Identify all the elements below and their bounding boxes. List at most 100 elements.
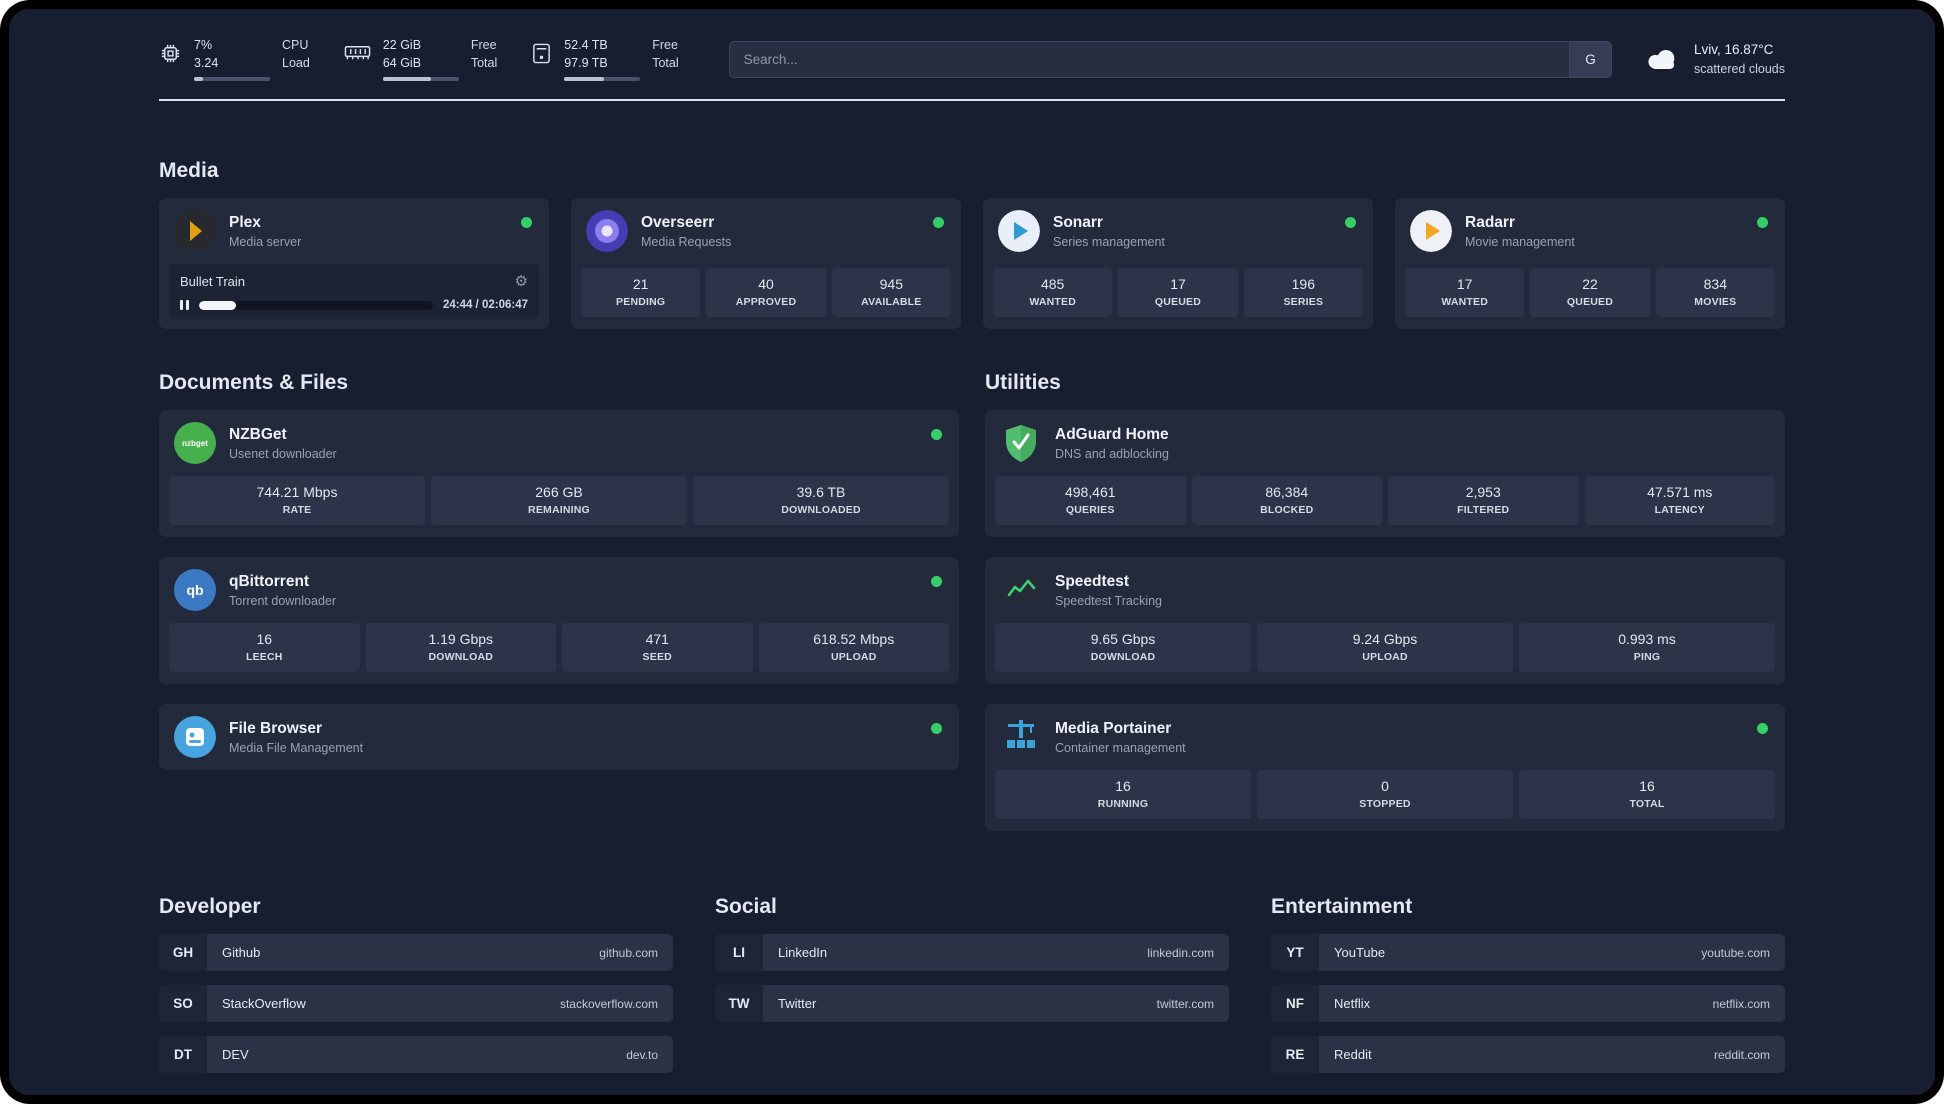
status-dot: [1757, 217, 1768, 228]
bookmark-github[interactable]: GH Github github.com: [159, 934, 673, 971]
stat-tile: 17 QUEUED: [1118, 268, 1238, 317]
service-card-plex[interactable]: Plex Media server Bullet Train ⚙ 24:44 /…: [159, 198, 549, 329]
service-card-adguard[interactable]: AdGuard Home DNS and adblocking 498,461 …: [985, 410, 1785, 537]
service-subtitle: Usenet downloader: [229, 446, 337, 461]
bookmark-netflix[interactable]: NF Netflix netflix.com: [1271, 985, 1785, 1022]
stat-tile: 2,953 FILTERED: [1388, 476, 1579, 525]
search-input[interactable]: [729, 41, 1569, 77]
filebrowser-icon: [174, 716, 216, 758]
stat-value: 618.52 Mbps: [813, 631, 895, 647]
stat-value: 16: [1639, 778, 1655, 794]
bookmark-dev[interactable]: DT DEV dev.to: [159, 1036, 673, 1073]
stat-label: APPROVED: [735, 296, 797, 308]
stat-tile: 17 WANTED: [1405, 268, 1525, 317]
playback-progress[interactable]: [198, 300, 433, 310]
service-card-radarr[interactable]: Radarr Movie management 17 WANTED 22 QUE…: [1395, 198, 1785, 329]
bookmark-name: StackOverflow: [222, 996, 306, 1011]
stat-tile: 498,461 QUERIES: [995, 476, 1186, 525]
memory-icon: [344, 45, 371, 60]
free-label: Free: [470, 38, 497, 52]
stat-value: 16: [256, 631, 273, 647]
status-dot: [931, 576, 942, 587]
service-subtitle: Container management: [1055, 740, 1186, 755]
cpu-values: 7% 3.24: [194, 37, 270, 81]
service-card-qbittorrent[interactable]: qb qBittorrent Torrent downloader 16 LEE…: [159, 557, 959, 684]
stat-label: LATENCY: [1654, 504, 1705, 516]
bookmark-youtube[interactable]: YT YouTube youtube.com: [1271, 934, 1785, 971]
section-title-developer: Developer: [159, 895, 261, 918]
stat-value: 485: [1040, 276, 1065, 292]
stat-label: MOVIES: [1694, 296, 1737, 308]
bookmark-twitter[interactable]: TW Twitter twitter.com: [715, 985, 1229, 1022]
bookmark-url: linkedin.com: [1147, 945, 1214, 960]
pause-icon[interactable]: [180, 300, 189, 310]
service-card-filebrowser[interactable]: File Browser Media File Management: [159, 704, 959, 770]
bookmark-url: github.com: [599, 945, 658, 960]
bookmark-name: Github: [222, 945, 261, 960]
weather-location: Lviv, 16.87°C: [1693, 42, 1774, 58]
bookmark-reddit[interactable]: RE Reddit reddit.com: [1271, 1036, 1785, 1073]
stat-value: 17: [1170, 276, 1186, 292]
weather-text: Lviv, 16.87°C scattered clouds: [1694, 40, 1785, 78]
disk-total: 97.9 TB: [564, 55, 608, 70]
search-bar: G: [728, 40, 1612, 78]
bookmark-abbr: TW: [715, 985, 763, 1022]
service-subtitle: Torrent downloader: [229, 593, 337, 608]
stat-tile: 86,384 BLOCKED: [1191, 476, 1382, 525]
stat-value: 945: [879, 276, 903, 292]
service-card-sonarr[interactable]: Sonarr Series management 485 WANTED 17 Q…: [983, 198, 1373, 329]
stat-label: QUERIES: [1065, 504, 1115, 516]
bookmark-linkedin[interactable]: LI LinkedIn linkedin.com: [715, 934, 1229, 971]
search-provider-button[interactable]: G: [1568, 41, 1611, 77]
service-name: Speedtest: [1055, 572, 1130, 590]
stat-tile: 0.993 ms PING: [1519, 623, 1775, 672]
load-label: Load: [282, 55, 310, 70]
service-subtitle: Series management: [1053, 234, 1165, 249]
stat-label: LEECH: [245, 651, 283, 663]
stats-row: 21 PENDING 40 APPROVED 945 AVAILABLE: [571, 268, 961, 329]
plex-icon: [174, 210, 216, 252]
memory-widget: 22 GiB 64 GiB Free Total: [344, 37, 497, 81]
stat-tile: 16 TOTAL: [1519, 770, 1775, 819]
bookmark-abbr: LI: [715, 934, 763, 971]
stat-value: 47.571 ms: [1647, 484, 1713, 500]
memory-labels: Free Total: [471, 37, 497, 72]
bookmark-url: youtube.com: [1701, 945, 1770, 960]
stat-value: 17: [1456, 276, 1473, 292]
memory-free: 22 GiB: [382, 38, 422, 52]
stat-value: 9.24 Gbps: [1352, 631, 1418, 647]
disk-icon: [533, 43, 551, 64]
section-media: Media Plex Media server Bullet Train: [159, 159, 1785, 329]
service-card-nzbget[interactable]: nzbget NZBGet Usenet downloader 744.21 M…: [159, 410, 959, 537]
bookmark-name: LinkedIn: [778, 945, 828, 960]
disk-labels: Free Total: [652, 37, 678, 72]
service-card-overseerr[interactable]: Overseerr Media Requests 21 PENDING 40 A…: [571, 198, 961, 329]
stat-value: 86,384: [1265, 484, 1309, 500]
service-name: File Browser: [229, 719, 323, 737]
service-subtitle: Movie management: [1465, 234, 1575, 249]
stat-label: UPLOAD: [1362, 651, 1408, 663]
service-card-portainer[interactable]: Media Portainer Container management 16 …: [985, 704, 1785, 831]
stat-value: 1.19 Gbps: [428, 631, 494, 647]
service-card-speedtest[interactable]: Speedtest Speedtest Tracking 9.65 Gbps D…: [985, 557, 1785, 684]
bookmark-stackoverflow[interactable]: SO StackOverflow stackoverflow.com: [159, 985, 673, 1022]
stat-tile: 196 SERIES: [1243, 268, 1363, 317]
bookmark-abbr: YT: [1271, 934, 1319, 971]
stats-row: 17 WANTED 22 QUEUED 834 MOVIES: [1395, 268, 1785, 329]
cpu-widget: 7% 3.24 CPU Load: [159, 37, 310, 81]
stat-label: WANTED: [1441, 296, 1489, 308]
stat-tile: 1.19 Gbps DOWNLOAD: [365, 623, 556, 672]
section-title-social: Social: [715, 895, 777, 918]
stat-value: 9.65 Gbps: [1090, 631, 1156, 647]
cpu-load-value: 3.24: [194, 55, 219, 70]
portainer-icon: [1000, 716, 1042, 758]
stat-tile: 945 AVAILABLE: [831, 268, 951, 317]
disk-widget: 52.4 TB 97.9 TB Free Total: [531, 37, 679, 81]
bookmark-abbr: RE: [1271, 1036, 1319, 1073]
bookmark-url: reddit.com: [1713, 1047, 1770, 1062]
service-name: NZBGet: [229, 425, 287, 443]
gear-icon[interactable]: ⚙: [514, 273, 528, 290]
cpu-label: CPU: [282, 38, 309, 52]
bookmarks: Developer GH Github github.com SO StackO…: [159, 895, 1785, 1087]
